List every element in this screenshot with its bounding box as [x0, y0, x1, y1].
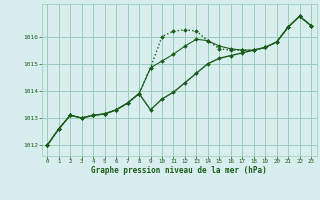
X-axis label: Graphe pression niveau de la mer (hPa): Graphe pression niveau de la mer (hPa) [91, 166, 267, 175]
